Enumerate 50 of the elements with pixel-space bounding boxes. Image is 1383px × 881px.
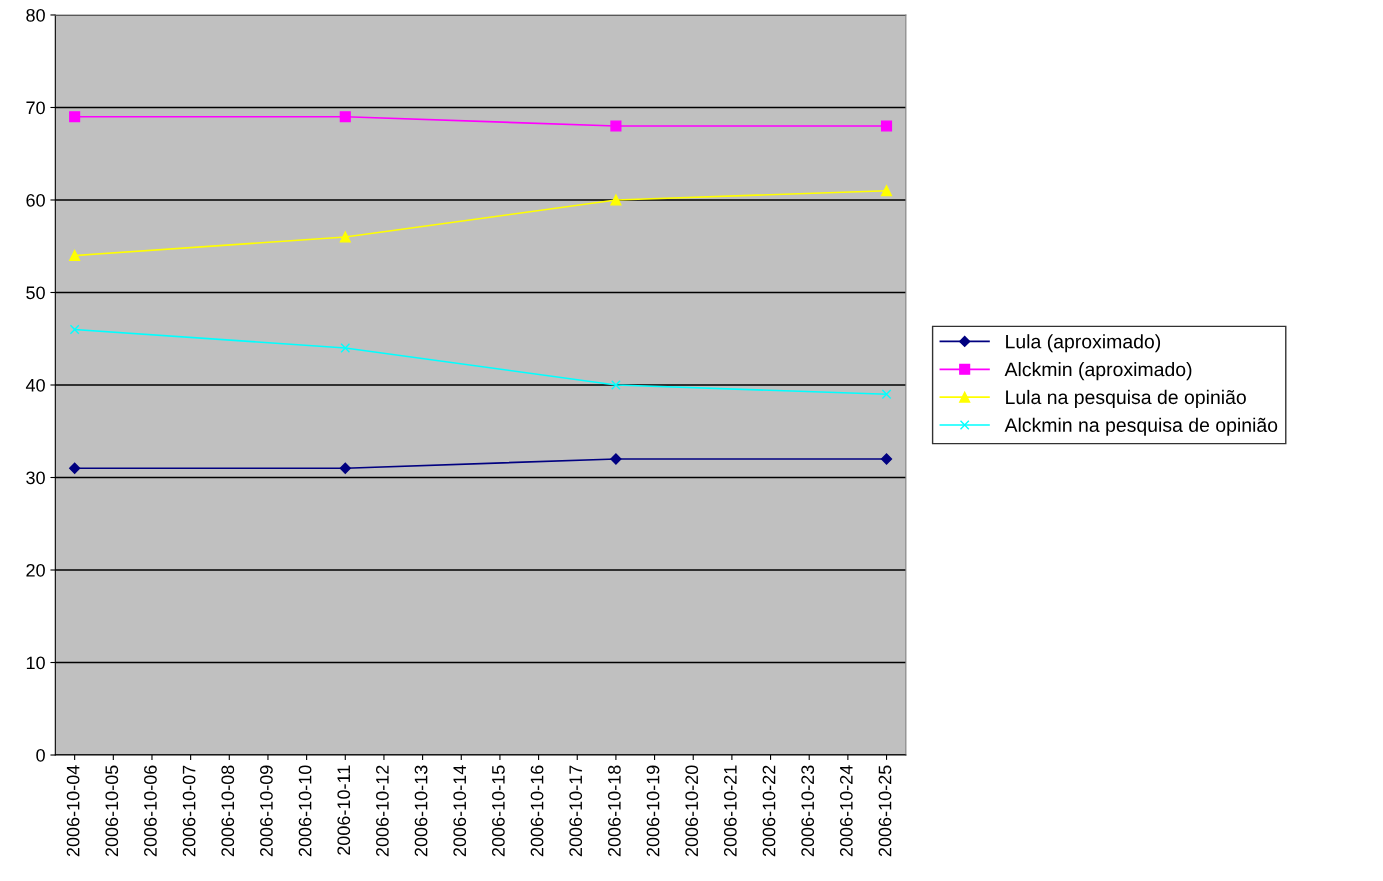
x-tick-label: 2006-10-15: [491, 765, 505, 857]
x-tick-label: 2006-10-14: [453, 765, 467, 857]
x-tick-label: 2006-10-23: [801, 765, 815, 857]
point: [880, 120, 893, 132]
x-tick-label: 2006-10-24: [839, 765, 853, 857]
legend-label: Lula (aproximado): [1006, 334, 1161, 353]
x-tick-label: 2006-10-13: [414, 765, 428, 857]
y-tick-label: 40: [25, 378, 45, 392]
y-tick-label: 70: [26, 101, 45, 115]
y-tick-label: 0: [36, 748, 45, 762]
point: [610, 194, 622, 206]
y-tick-label: 60: [26, 193, 45, 207]
x-tick-label: 2006-10-05: [105, 765, 119, 857]
x-tick-label: 2006-10-18: [607, 765, 621, 857]
point: [69, 111, 81, 123]
x-tick-label: 2006-10-22: [762, 765, 776, 857]
point: [340, 343, 351, 353]
x-tick-label: 2006-10-19: [646, 765, 660, 857]
x-tick-label: 2006-10-07: [182, 765, 196, 857]
x-tick-label: 2006-10-12: [376, 765, 389, 857]
y-tick-label: 80: [26, 8, 45, 22]
x-tick-label: 2006-10-11: [337, 765, 351, 855]
x-tick-label: 2006-10-08: [221, 765, 235, 857]
y-tick-label: 30: [26, 471, 45, 485]
x-tick-label: 2006-10-10: [298, 765, 312, 857]
point: [610, 120, 622, 132]
point: [339, 462, 351, 474]
point: [880, 453, 893, 465]
y-tick-label: 20: [26, 563, 45, 577]
x-tick-label: 2006-10-25: [878, 765, 892, 857]
x-tick-label: 2006-10-16: [530, 765, 544, 857]
x-tick-label: 2006-10-20: [685, 765, 699, 857]
point: [69, 249, 81, 262]
y-tick-label: 50: [26, 286, 45, 300]
legend-label: Alckmin (aproximado): [1004, 362, 1192, 381]
point: [611, 380, 621, 390]
x-tick-label: 2006-10-09: [260, 765, 273, 857]
x-tick-label: 2006-10-06: [144, 765, 157, 857]
legend-label: Alckmin na pesquisa de opinião: [1004, 417, 1278, 436]
point: [69, 324, 80, 335]
x-tick-label: 2006-10-04: [66, 765, 80, 857]
point: [339, 111, 351, 123]
point: [339, 231, 351, 243]
y-tick-label: 10: [26, 656, 45, 670]
x-tick-label: 2006-10-17: [569, 765, 583, 857]
point: [69, 462, 81, 474]
legend-label: Lula na pesquisa de opinião: [1006, 389, 1246, 408]
point: [880, 185, 893, 197]
x-tick-label: 2006-10-21: [723, 765, 737, 857]
point: [881, 389, 892, 400]
